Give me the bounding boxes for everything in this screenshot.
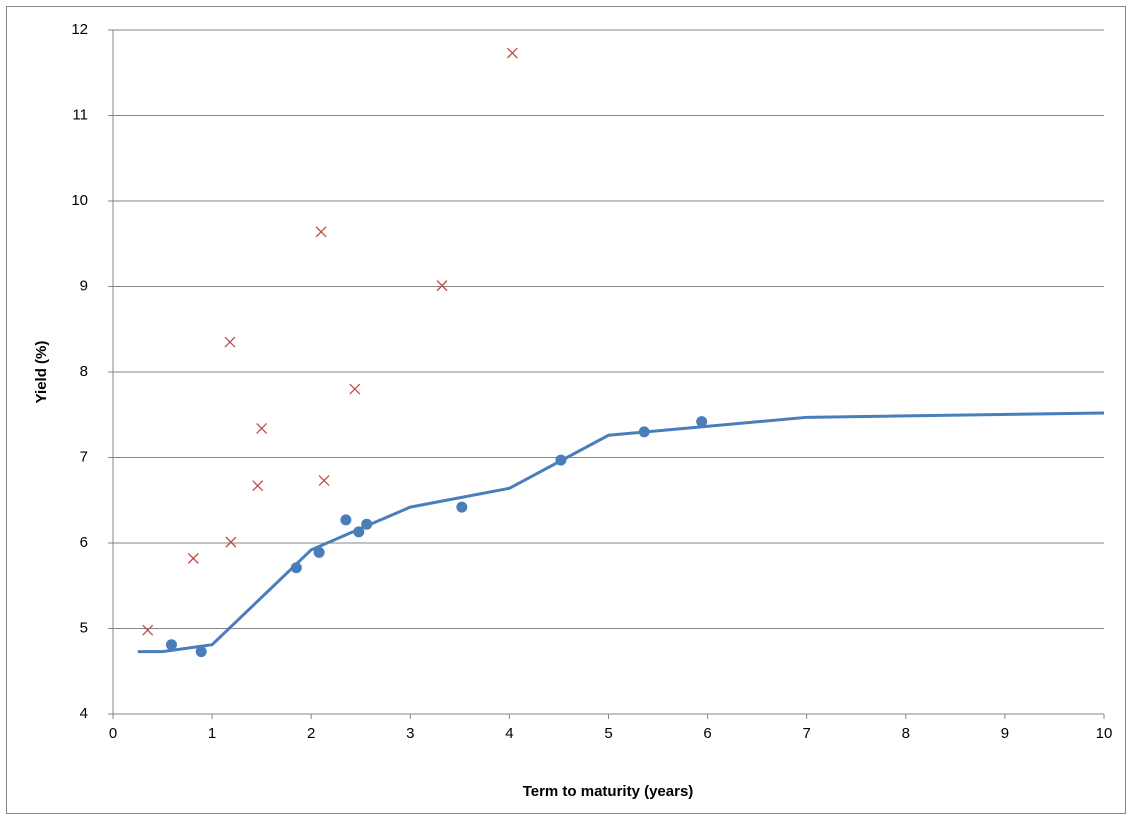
point — [318, 475, 330, 487]
y-tick-label: 6 — [80, 534, 88, 551]
y-tick-label: 8 — [80, 363, 88, 380]
x-tick-label: 8 — [902, 725, 910, 742]
point — [361, 518, 373, 530]
point — [456, 501, 468, 513]
x-tick-label: 4 — [505, 725, 513, 742]
point — [349, 383, 361, 395]
point — [638, 426, 650, 438]
y-tick-label: 11 — [72, 106, 88, 123]
point — [506, 47, 518, 59]
point — [290, 562, 302, 574]
point — [436, 280, 448, 292]
y-tick-label: 9 — [80, 277, 88, 294]
point — [313, 546, 325, 558]
chart-frame — [6, 6, 1126, 814]
x-axis-label: Term to maturity (years) — [523, 783, 694, 800]
y-tick-label: 4 — [80, 705, 88, 722]
y-axis-label: Yield (%) — [33, 341, 50, 404]
curve-line — [137, 411, 1105, 654]
point — [555, 454, 567, 466]
x-tick-label: 0 — [109, 725, 117, 742]
y-tick-label: 12 — [71, 21, 88, 38]
point — [195, 646, 207, 658]
point — [315, 226, 327, 238]
point — [353, 526, 365, 538]
x-tick-label: 3 — [406, 725, 414, 742]
y-tick-label: 5 — [80, 619, 88, 636]
x-tick-label: 10 — [1096, 725, 1113, 742]
point — [187, 552, 199, 564]
y-tick-label: 10 — [71, 192, 88, 209]
x-tick-label: 6 — [703, 725, 711, 742]
x-tick-label: 2 — [307, 725, 315, 742]
x-tick-label: 5 — [604, 725, 612, 742]
point — [225, 536, 237, 548]
x-tick-label: 1 — [208, 725, 216, 742]
point — [340, 514, 352, 526]
point — [252, 480, 264, 492]
x-tick-label: 9 — [1001, 725, 1009, 742]
x-tick-label: 7 — [803, 725, 811, 742]
point — [142, 624, 154, 636]
point — [696, 416, 708, 428]
y-tick-label: 7 — [80, 448, 88, 465]
point — [256, 422, 268, 434]
point — [224, 336, 236, 348]
point — [165, 639, 177, 651]
